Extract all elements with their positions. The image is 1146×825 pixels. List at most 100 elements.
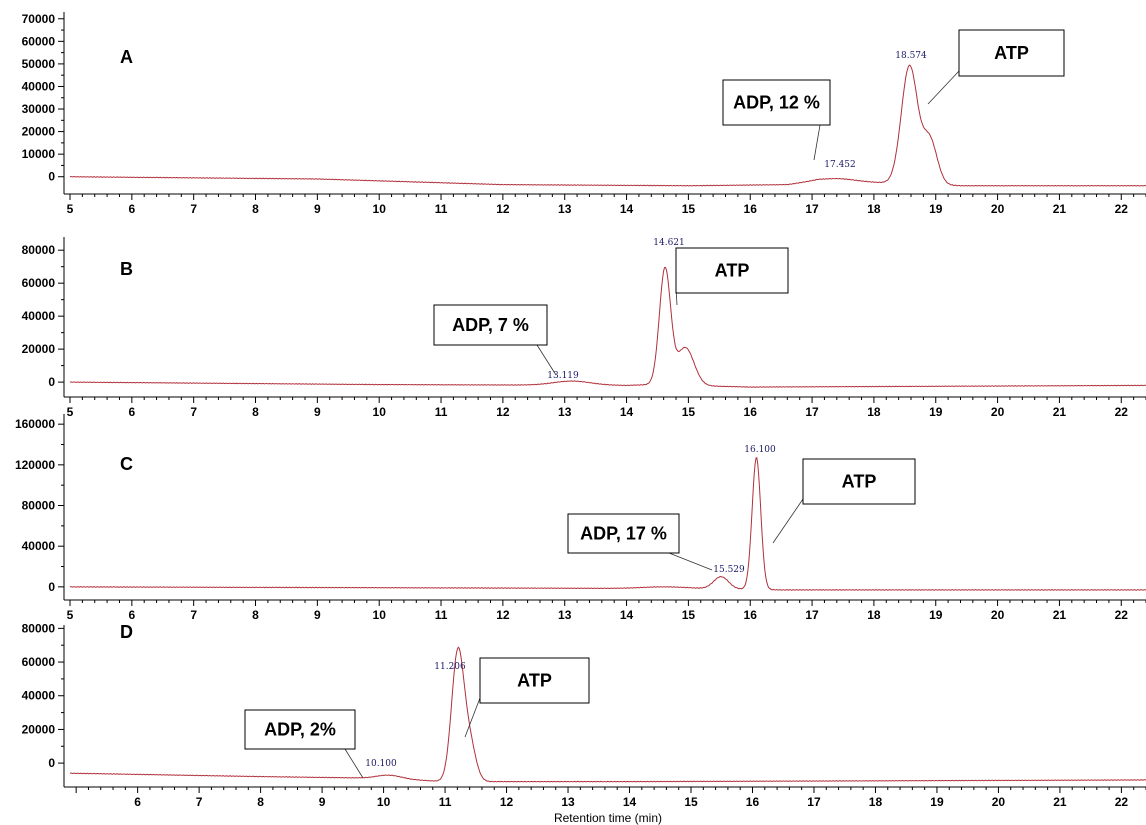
y-tick-label: 0: [48, 580, 55, 594]
x-tick-label: 14: [623, 795, 637, 809]
x-tick-label: 13: [558, 608, 572, 622]
peak-label: 11.206: [434, 662, 466, 672]
peak-label: 10.100: [365, 759, 397, 769]
x-tick-label: 21: [1053, 795, 1067, 809]
x-tick-label: 12: [496, 202, 510, 216]
x-tick-label: 20: [991, 202, 1005, 216]
x-tick-label: 16: [744, 202, 758, 216]
x-tick-label: 5: [67, 405, 74, 419]
x-tick-label: 15: [684, 795, 698, 809]
annotation-box: [722, 79, 831, 126]
x-tick-label: 5: [67, 202, 74, 216]
annotation-box: [479, 657, 590, 704]
atp-annotation: ATP: [927, 29, 1065, 105]
x-tick-label: 21: [1053, 405, 1067, 419]
x-tick-label: 8: [252, 405, 259, 419]
leader-line: [668, 552, 713, 571]
x-tick-label: 10: [373, 202, 387, 216]
chromatogram-trace: [69, 64, 1146, 187]
x-tick-label: 11: [435, 405, 448, 419]
panel-letter: A: [120, 47, 133, 67]
y-tick-label: 120000: [15, 458, 55, 472]
annotation-box: [958, 29, 1065, 77]
y-tick-label: 60000: [22, 276, 56, 290]
panel-a: 0 10000 20000 30000 40000 50000 60000 70000 5 6 7 8…: [22, 12, 1146, 216]
x-tick-label: 13: [558, 405, 572, 419]
leader-line: [464, 697, 481, 738]
annotation-text: ATP: [994, 43, 1029, 63]
peak-label: 14.621: [653, 238, 685, 248]
x-tick-label: 17: [807, 795, 821, 809]
annotation-box: [802, 458, 916, 505]
chromatogram-trace: [69, 456, 1146, 591]
x-tick-label: 7: [190, 202, 197, 216]
x-tick-label: 16: [744, 608, 758, 622]
x-tick-label: 15: [682, 608, 696, 622]
x-tick-label: 16: [744, 405, 758, 419]
x-tick-label: 18: [869, 795, 883, 809]
y-tick-label: 0: [48, 375, 55, 389]
y-tick-label: 160000: [15, 417, 55, 431]
x-tick-label: 11: [435, 608, 448, 622]
adp-annotation: ADP, 7 %: [433, 304, 557, 376]
x-tick-label: 17: [805, 608, 819, 622]
atp-annotation: ATP: [675, 247, 789, 306]
panel-c: 0 40000 80000 120000 160000 5 6 7 8 9 10 11 12 13 14 15…: [15, 414, 1146, 622]
x-tick-label: 8: [252, 608, 259, 622]
peak-label: 13.119: [547, 371, 579, 381]
atp-annotation: ATP: [464, 657, 590, 738]
panel-b: 0 20000 40000 60000 80000 5 6 7 8 9 10 11 12 13 14 15 16…: [22, 237, 1146, 419]
x-tick-label: 10: [373, 405, 387, 419]
x-tick-label: 11: [435, 202, 448, 216]
y-tick-label: 60000: [22, 34, 56, 48]
x-tick-label: 7: [190, 608, 197, 622]
y-tick-label: 80000: [22, 243, 56, 257]
x-tick-label: 22: [1115, 608, 1129, 622]
x-axis-title: Retention time (min): [554, 811, 662, 825]
y-tick-label: 40000: [22, 689, 56, 703]
x-tick-label: 13: [561, 795, 575, 809]
x-tick-label: 19: [929, 202, 943, 216]
peak-label: 15.529: [713, 565, 745, 575]
x-tick-label: 11: [439, 795, 452, 809]
x-tick-label: 9: [314, 202, 321, 216]
peak-label: 16.100: [744, 445, 776, 455]
atp-annotation: ATP: [772, 458, 916, 544]
x-tick-label: 12: [496, 608, 510, 622]
adp-annotation: ADP, 12 %: [722, 79, 831, 161]
x-tick-label: 19: [930, 795, 944, 809]
x-tick-label: 6: [128, 608, 135, 622]
panel-letter: B: [120, 259, 133, 279]
x-tick-label: 16: [746, 795, 760, 809]
x-tick-label: 9: [319, 795, 326, 809]
x-tick-label: 22: [1115, 405, 1129, 419]
x-tick-label: 6: [128, 202, 135, 216]
x-tick-label: 20: [992, 795, 1006, 809]
x-tick-label: 20: [991, 608, 1005, 622]
peak-label: 18.574: [895, 51, 927, 61]
annotation-text: ADP, 12 %: [733, 93, 820, 113]
x-tick-label: 19: [929, 405, 943, 419]
panel-letter: D: [120, 622, 133, 642]
annotation-box: [675, 247, 789, 294]
annotation-box: [244, 709, 356, 750]
x-tick-label: 14: [620, 202, 634, 216]
x-tick-label: 18: [867, 608, 881, 622]
annotation-text: ATP: [842, 472, 877, 492]
x-tick-label: 6: [128, 405, 135, 419]
y-tick-label: 0: [48, 170, 55, 184]
x-tick-label: 14: [620, 608, 634, 622]
y-tick-label: 20000: [22, 342, 56, 356]
x-tick-label: 8: [257, 795, 264, 809]
chromatogram-trace: [69, 266, 1146, 388]
x-tick-label: 22: [1115, 202, 1129, 216]
annotation-box: [567, 513, 680, 554]
y-tick-label: 50000: [22, 57, 56, 71]
y-tick-label: 80000: [22, 499, 56, 513]
chromatogram-trace: [69, 646, 1146, 783]
x-tick-label: 18: [867, 202, 881, 216]
x-tick-label: 20: [991, 405, 1005, 419]
panel-letter: C: [120, 454, 133, 474]
x-tick-label: 7: [196, 795, 203, 809]
